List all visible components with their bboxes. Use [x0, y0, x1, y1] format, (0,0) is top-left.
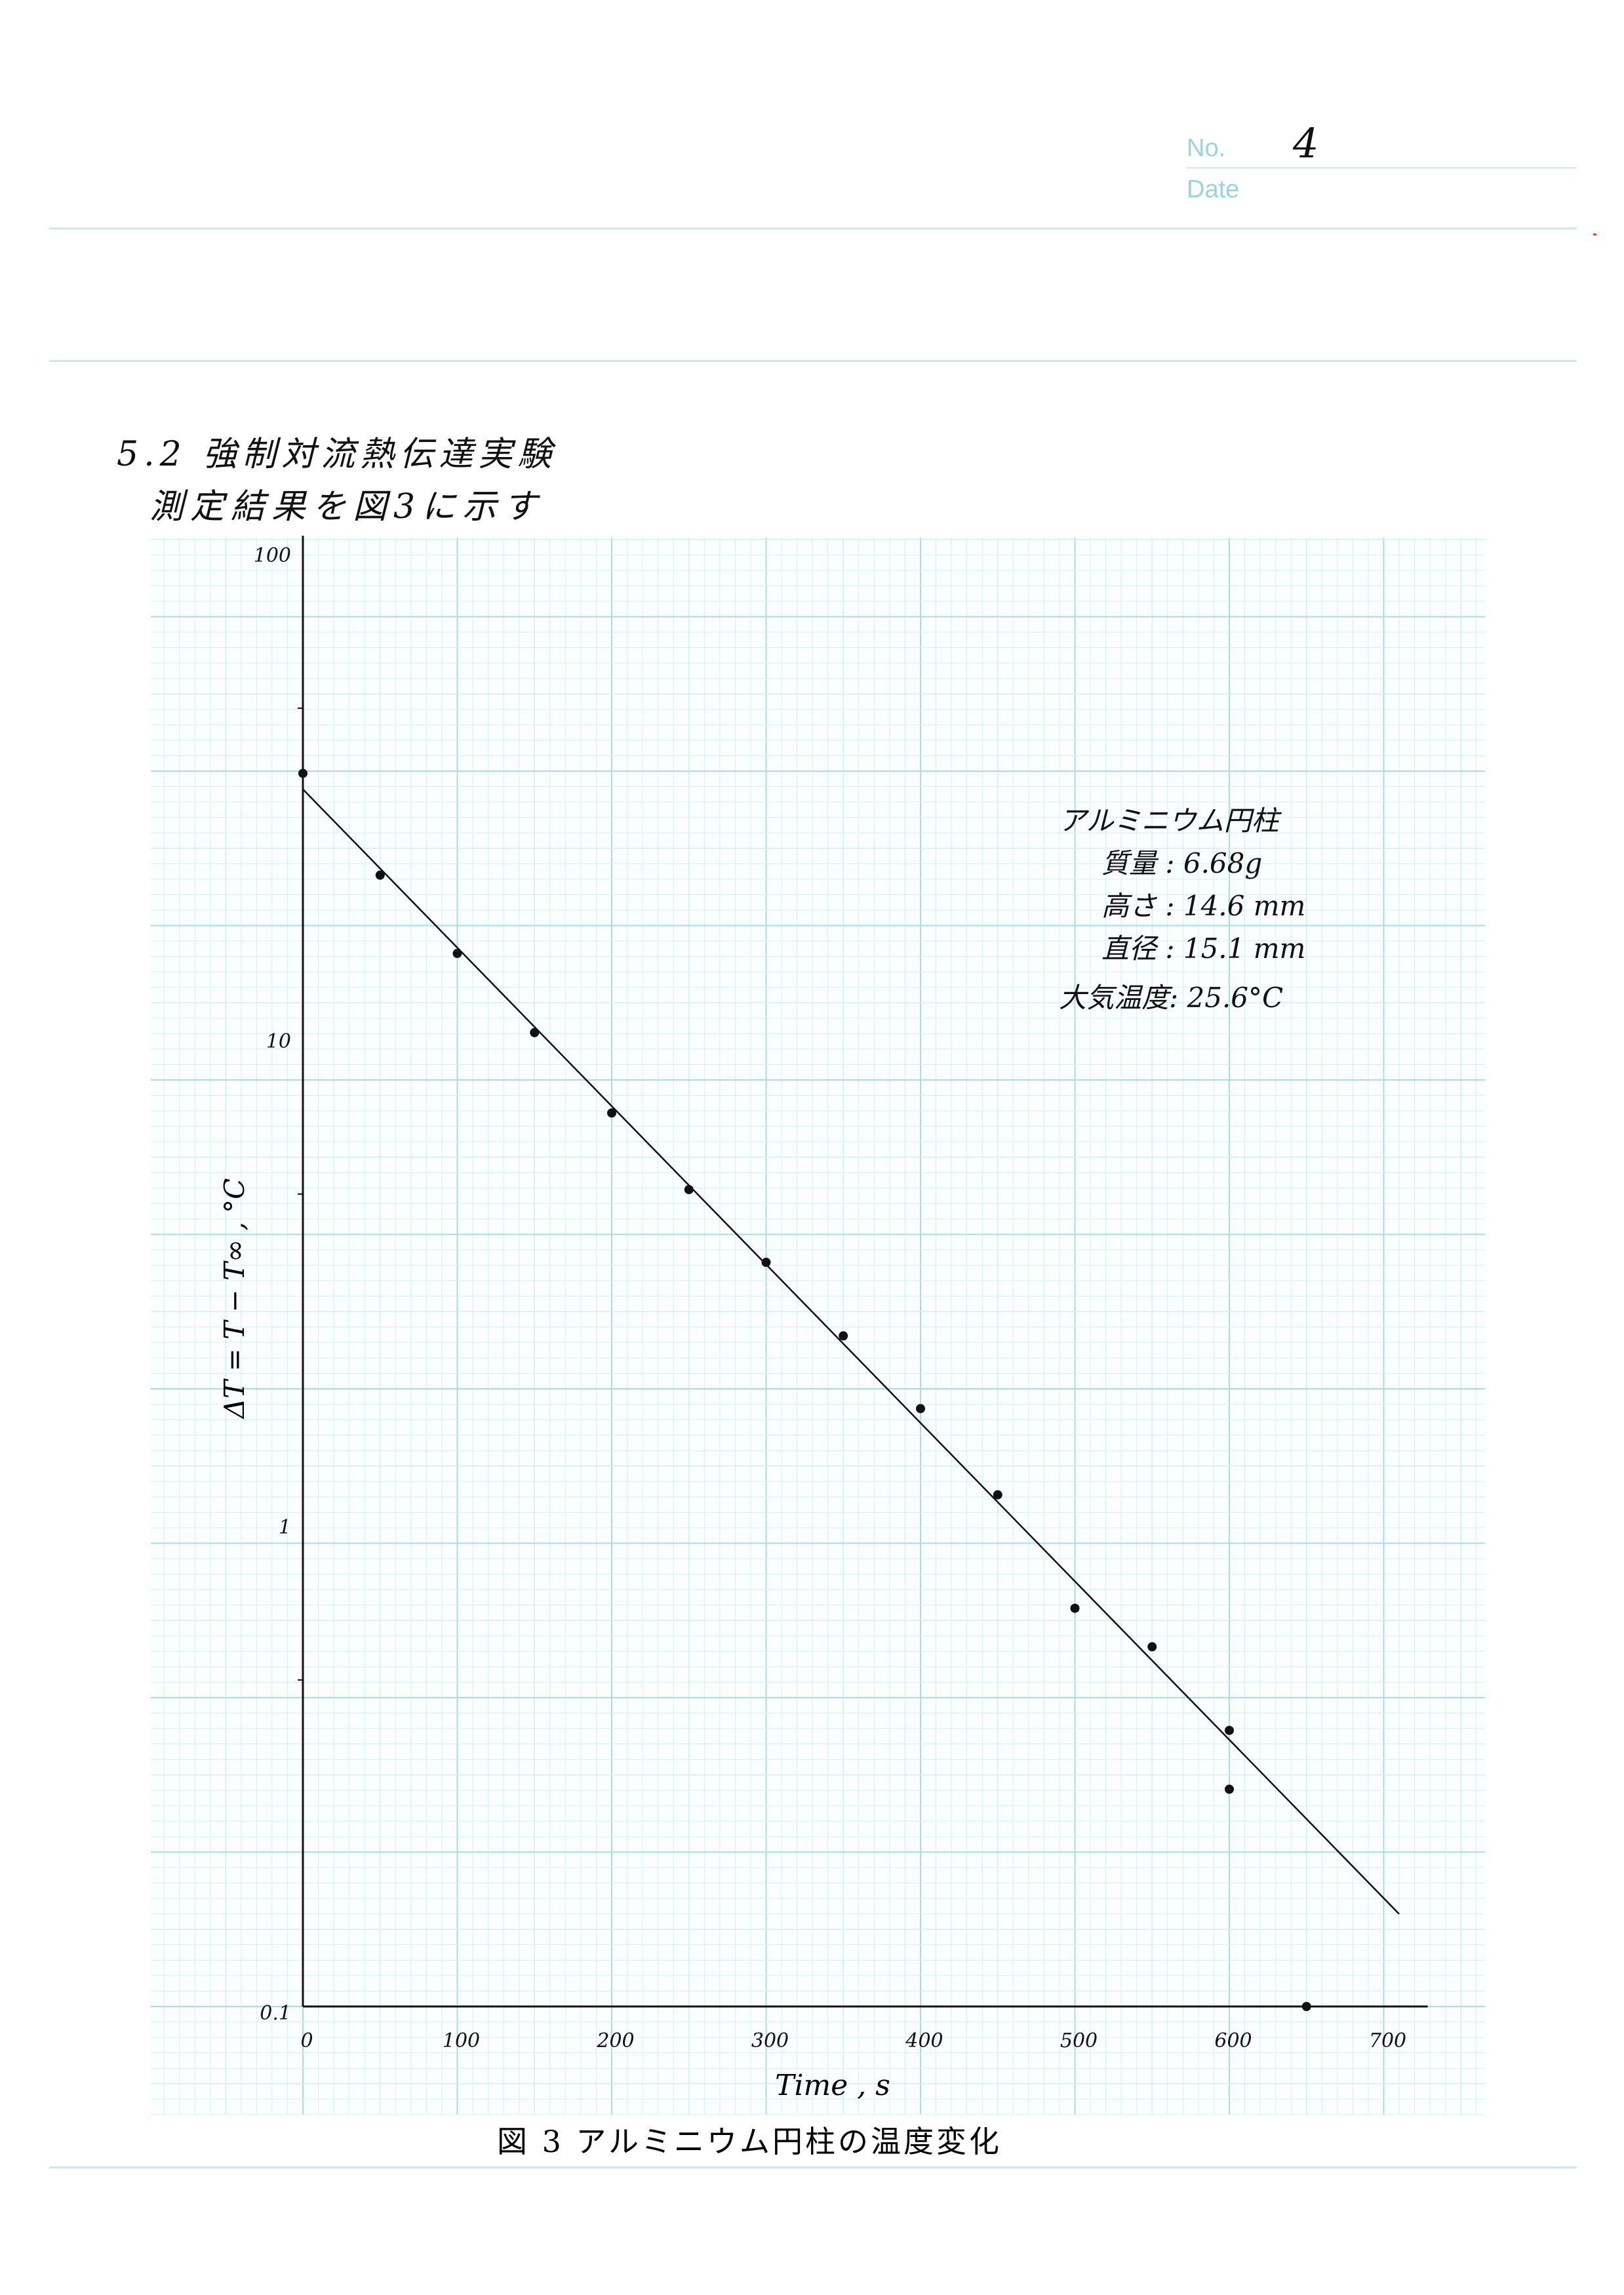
data-point — [1147, 1642, 1157, 1652]
data-point — [1225, 1784, 1234, 1794]
data-point — [761, 1258, 771, 1267]
data-point — [530, 1028, 540, 1037]
header-rule-1 — [49, 228, 1577, 230]
specimen-title: アルミニウム円柱 — [1059, 805, 1279, 837]
ambient-temperature: 大気温度: 25.6°C — [1059, 982, 1284, 1014]
date-label: Date — [1187, 176, 1240, 203]
specimen-height: 高さ : 14.6 mm — [1101, 890, 1306, 922]
section-heading: 5.2 強制対流熱伝達実験 — [117, 435, 557, 474]
x-tick-label: 700 — [1369, 2029, 1406, 2052]
data-points — [298, 768, 1311, 2011]
graph-paper — [151, 538, 1485, 2115]
specimen-mass: 質量 : 6.68g — [1101, 847, 1263, 879]
y-tick-label: 0.1 — [260, 2002, 291, 2025]
section-subheading: 測定結果を図3に示す — [149, 487, 544, 527]
ink-speck — [1593, 233, 1596, 235]
x-tick-label: 0 — [300, 2029, 313, 2052]
tick-labels: 0 100 200 300 400 500 600 700 100 10 1 0.1 — [254, 544, 1406, 2052]
x-tick-label: 200 — [596, 2029, 634, 2052]
chart-grid — [151, 538, 1485, 2115]
y-tick-label: 1 — [279, 1516, 291, 1539]
data-point — [993, 1490, 1002, 1500]
page-number: 4 — [1293, 119, 1319, 167]
y-axis-label: ΔT = T − T∞ , °C — [218, 1178, 250, 1420]
no-label: No. — [1187, 134, 1226, 162]
data-point — [684, 1185, 694, 1195]
x-tick-label: 600 — [1214, 2029, 1252, 2052]
no-underline — [1187, 167, 1577, 169]
data-point — [1225, 1725, 1234, 1735]
data-point — [375, 870, 385, 880]
x-tick-label: 100 — [443, 2029, 480, 2052]
data-point — [607, 1108, 616, 1118]
x-tick-label: 500 — [1060, 2029, 1098, 2052]
footer-rule — [49, 2166, 1577, 2168]
chart-title: 図 3 アルミニウム円柱の温度変化 — [497, 2124, 1002, 2159]
fit-line-group — [302, 788, 1400, 1915]
y-tick-label: 100 — [254, 544, 291, 567]
x-tick-label: 300 — [751, 2029, 789, 2052]
specimen-diameter: 直径 : 15.1 mm — [1101, 932, 1306, 965]
x-tick-label: 400 — [905, 2029, 943, 2052]
x-axis-label: Time , s — [775, 2069, 890, 2102]
fit-line — [302, 788, 1400, 1915]
data-point — [916, 1404, 925, 1414]
data-point — [1070, 1603, 1080, 1613]
data-point — [452, 949, 462, 959]
header-rule-2 — [49, 360, 1577, 362]
data-point — [839, 1331, 848, 1341]
y-tick-label: 10 — [266, 1030, 291, 1053]
chart-axes — [298, 536, 1428, 2008]
